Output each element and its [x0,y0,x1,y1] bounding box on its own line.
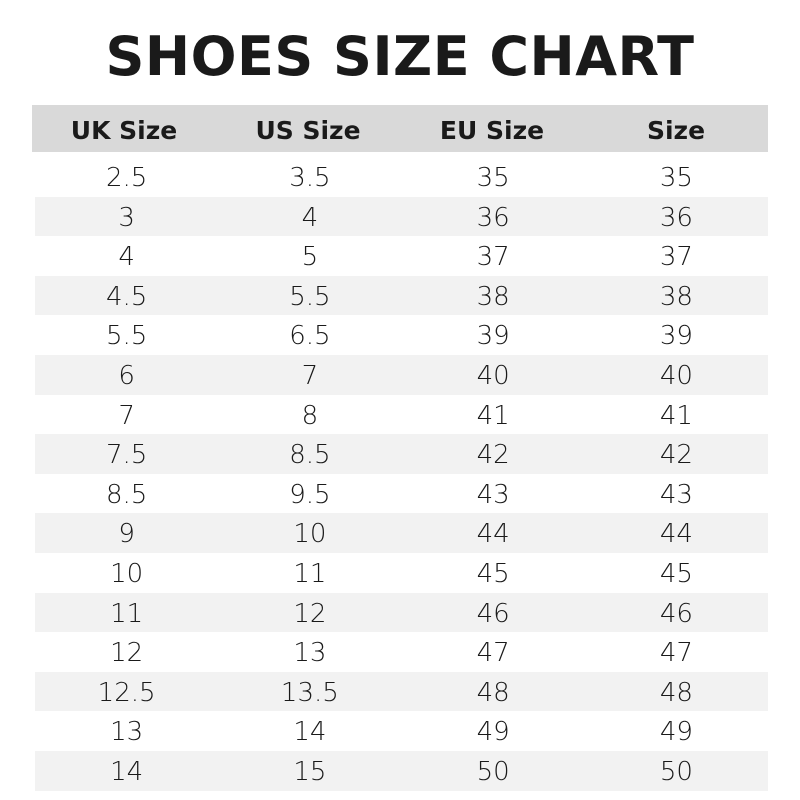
cell-uk: 7.5 [105,440,148,471]
cell-us: 15 [293,756,327,787]
cell-us: 6.5 [289,321,331,352]
cell-us: 5 [301,242,319,273]
table-row: 12 13 47 47 [35,632,768,672]
cell-size: 48 [659,677,693,708]
cell-uk: 12 [110,638,144,669]
table-row: 5.5 6.5 39 39 [35,315,768,355]
cell-uk: 11 [110,598,144,629]
cell-us: 13 [293,638,327,669]
cell-uk: 10 [110,558,144,589]
cell-eu: 49 [476,717,510,748]
table-row: 7 8 41 41 [35,395,768,435]
column-header-size: Size [646,116,706,145]
cell-size: 42 [659,440,693,471]
cell-uk: 13 [110,717,144,748]
column-header-us: US Size [255,116,361,145]
cell-eu: 36 [476,202,510,233]
cell-eu: 47 [476,638,510,669]
cell-uk: 4.5 [105,281,148,312]
cell-size: 37 [659,242,693,273]
table-row: 13 14 49 49 [35,711,768,751]
column-header-eu: EU Size [439,116,545,145]
table-row: 11 12 46 46 [35,592,768,633]
table-row: 4.5 5.5 38 38 [35,275,768,316]
cell-us: 14 [293,717,327,748]
table-row: 3 4 36 36 [35,196,768,237]
cell-size: 38 [659,281,693,312]
cell-size: 40 [659,360,693,391]
cell-eu: 40 [476,360,510,391]
table-row: 6 7 40 40 [35,354,768,395]
table-row: 7.5 8.5 42 42 [35,434,768,474]
cell-size: 41 [659,400,693,431]
cell-uk: 8.5 [105,479,148,510]
cell-uk: 9 [118,519,135,550]
table-row: 10 11 45 45 [35,553,768,593]
table-row: 8.5 9.5 43 43 [35,474,768,514]
page-title: SHOES SIZE CHART [105,25,695,88]
cell-size: 49 [659,717,693,748]
cell-us: 3.5 [289,163,331,193]
cell-uk: 4 [118,242,135,273]
cell-size: 35 [659,163,693,193]
column-header-uk: UK Size [70,116,178,145]
cell-size: 46 [659,598,693,629]
cell-size: 50 [659,756,693,787]
cell-eu: 45 [476,558,510,589]
cell-us: 5.5 [289,281,331,312]
table-row: 9 10 44 44 [35,513,768,553]
cell-eu: 50 [476,756,510,787]
table-row: 2.5 3.5 35 35 [35,157,768,197]
cell-eu: 48 [476,677,510,708]
cell-size: 43 [659,479,693,510]
cell-us: 9.5 [289,479,331,510]
cell-eu: 44 [476,519,510,550]
cell-us: 4 [301,202,319,233]
cell-uk: 12.5 [97,677,156,708]
table-body: 2.5 3.5 35 35 3 4 36 36 4 5 37 37 4.5 5.5 38 38 5.5 6.5 39… [35,157,768,791]
table-header: UK Size US Size EU Size Size [32,105,768,152]
cell-us: 8.5 [289,440,331,471]
cell-size: 47 [659,638,693,669]
cell-uk: 5.5 [105,321,148,352]
cell-eu: 37 [476,242,510,273]
cell-uk: 2.5 [105,163,148,193]
cell-eu: 38 [476,281,510,312]
cell-eu: 35 [476,163,510,193]
cell-eu: 46 [476,598,510,629]
cell-us: 10 [293,519,327,550]
cell-us: 11 [293,558,327,589]
cell-uk: 7 [118,400,135,431]
cell-us: 12 [293,598,327,629]
cell-eu: 42 [476,440,510,471]
cell-eu: 41 [476,400,510,431]
cell-eu: 39 [476,321,510,352]
cell-size: 36 [659,202,693,233]
cell-uk: 3 [118,202,135,233]
cell-uk: 14 [110,756,144,787]
table-row: 12.5 13.5 48 48 [35,671,768,712]
cell-us: 8 [301,400,319,431]
cell-size: 44 [659,519,693,550]
table-row: 4 5 37 37 [35,236,768,276]
cell-size: 39 [659,321,693,352]
cell-size: 45 [659,558,693,589]
cell-us: 7 [301,360,319,391]
cell-uk: 6 [118,360,135,391]
table-row: 14 15 50 50 [35,750,768,791]
cell-us: 13.5 [280,677,339,708]
cell-eu: 43 [476,479,510,510]
